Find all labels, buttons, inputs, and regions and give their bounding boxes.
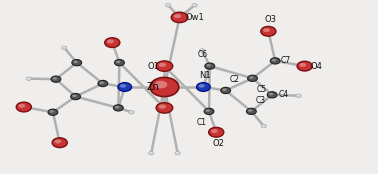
Ellipse shape: [211, 129, 218, 133]
Ellipse shape: [98, 80, 108, 87]
Ellipse shape: [16, 102, 31, 112]
Ellipse shape: [270, 58, 280, 64]
Ellipse shape: [198, 84, 205, 88]
Ellipse shape: [129, 110, 134, 114]
Ellipse shape: [119, 85, 130, 90]
Ellipse shape: [130, 111, 132, 113]
Ellipse shape: [149, 151, 154, 155]
Ellipse shape: [246, 108, 256, 114]
Text: C2: C2: [230, 75, 240, 84]
Text: O2: O2: [212, 139, 224, 148]
Ellipse shape: [205, 63, 215, 69]
Ellipse shape: [248, 75, 257, 81]
Text: C5: C5: [257, 85, 267, 94]
Ellipse shape: [263, 28, 270, 32]
Ellipse shape: [297, 61, 312, 71]
Ellipse shape: [99, 81, 104, 84]
Ellipse shape: [53, 77, 57, 80]
Ellipse shape: [26, 77, 31, 80]
Ellipse shape: [206, 109, 210, 112]
Ellipse shape: [197, 83, 210, 91]
Ellipse shape: [159, 104, 166, 109]
Ellipse shape: [72, 60, 82, 66]
Ellipse shape: [19, 104, 25, 108]
Ellipse shape: [249, 76, 254, 79]
Ellipse shape: [159, 63, 166, 67]
Ellipse shape: [166, 4, 169, 6]
Text: C6: C6: [197, 50, 207, 59]
Ellipse shape: [200, 49, 203, 51]
Ellipse shape: [193, 4, 195, 6]
Ellipse shape: [269, 93, 273, 95]
Ellipse shape: [166, 3, 171, 7]
Ellipse shape: [150, 77, 179, 97]
Ellipse shape: [299, 63, 306, 67]
Ellipse shape: [174, 14, 181, 18]
Ellipse shape: [296, 94, 301, 97]
Text: Zn: Zn: [147, 82, 160, 92]
Text: C7: C7: [281, 56, 291, 65]
Ellipse shape: [200, 49, 205, 52]
Ellipse shape: [248, 109, 253, 112]
Ellipse shape: [113, 105, 123, 111]
Ellipse shape: [154, 81, 167, 88]
Ellipse shape: [54, 140, 61, 143]
Ellipse shape: [107, 39, 114, 43]
Ellipse shape: [171, 12, 188, 23]
Text: C1: C1: [197, 118, 206, 127]
Ellipse shape: [50, 110, 54, 113]
Ellipse shape: [62, 47, 65, 48]
Ellipse shape: [198, 85, 209, 90]
Ellipse shape: [52, 138, 67, 148]
Ellipse shape: [267, 92, 277, 98]
Ellipse shape: [115, 106, 119, 108]
Text: O4: O4: [310, 62, 322, 71]
Text: C3: C3: [256, 96, 266, 105]
Ellipse shape: [72, 94, 77, 97]
Ellipse shape: [221, 87, 231, 94]
Ellipse shape: [115, 60, 124, 66]
Ellipse shape: [176, 152, 178, 153]
Text: N1: N1: [200, 71, 211, 80]
Text: O1: O1: [147, 62, 159, 71]
Ellipse shape: [48, 109, 58, 115]
Ellipse shape: [51, 76, 61, 82]
Ellipse shape: [297, 95, 299, 96]
Ellipse shape: [105, 38, 120, 48]
Ellipse shape: [73, 61, 78, 63]
Ellipse shape: [192, 3, 197, 7]
Ellipse shape: [222, 88, 227, 91]
Ellipse shape: [206, 64, 211, 67]
Ellipse shape: [116, 61, 121, 63]
Ellipse shape: [261, 124, 266, 128]
Ellipse shape: [262, 125, 264, 126]
Ellipse shape: [175, 151, 180, 155]
Ellipse shape: [27, 78, 29, 79]
Ellipse shape: [120, 84, 126, 88]
Ellipse shape: [272, 59, 276, 61]
Ellipse shape: [156, 61, 173, 71]
Ellipse shape: [156, 103, 173, 113]
Text: O3: O3: [264, 15, 276, 24]
Ellipse shape: [71, 93, 81, 100]
Ellipse shape: [62, 46, 67, 50]
Ellipse shape: [209, 127, 224, 137]
Ellipse shape: [204, 108, 214, 114]
Ellipse shape: [149, 152, 152, 153]
Ellipse shape: [118, 83, 132, 91]
Text: C4: C4: [279, 90, 288, 99]
Text: Ow1: Ow1: [185, 13, 204, 22]
Ellipse shape: [261, 26, 276, 36]
